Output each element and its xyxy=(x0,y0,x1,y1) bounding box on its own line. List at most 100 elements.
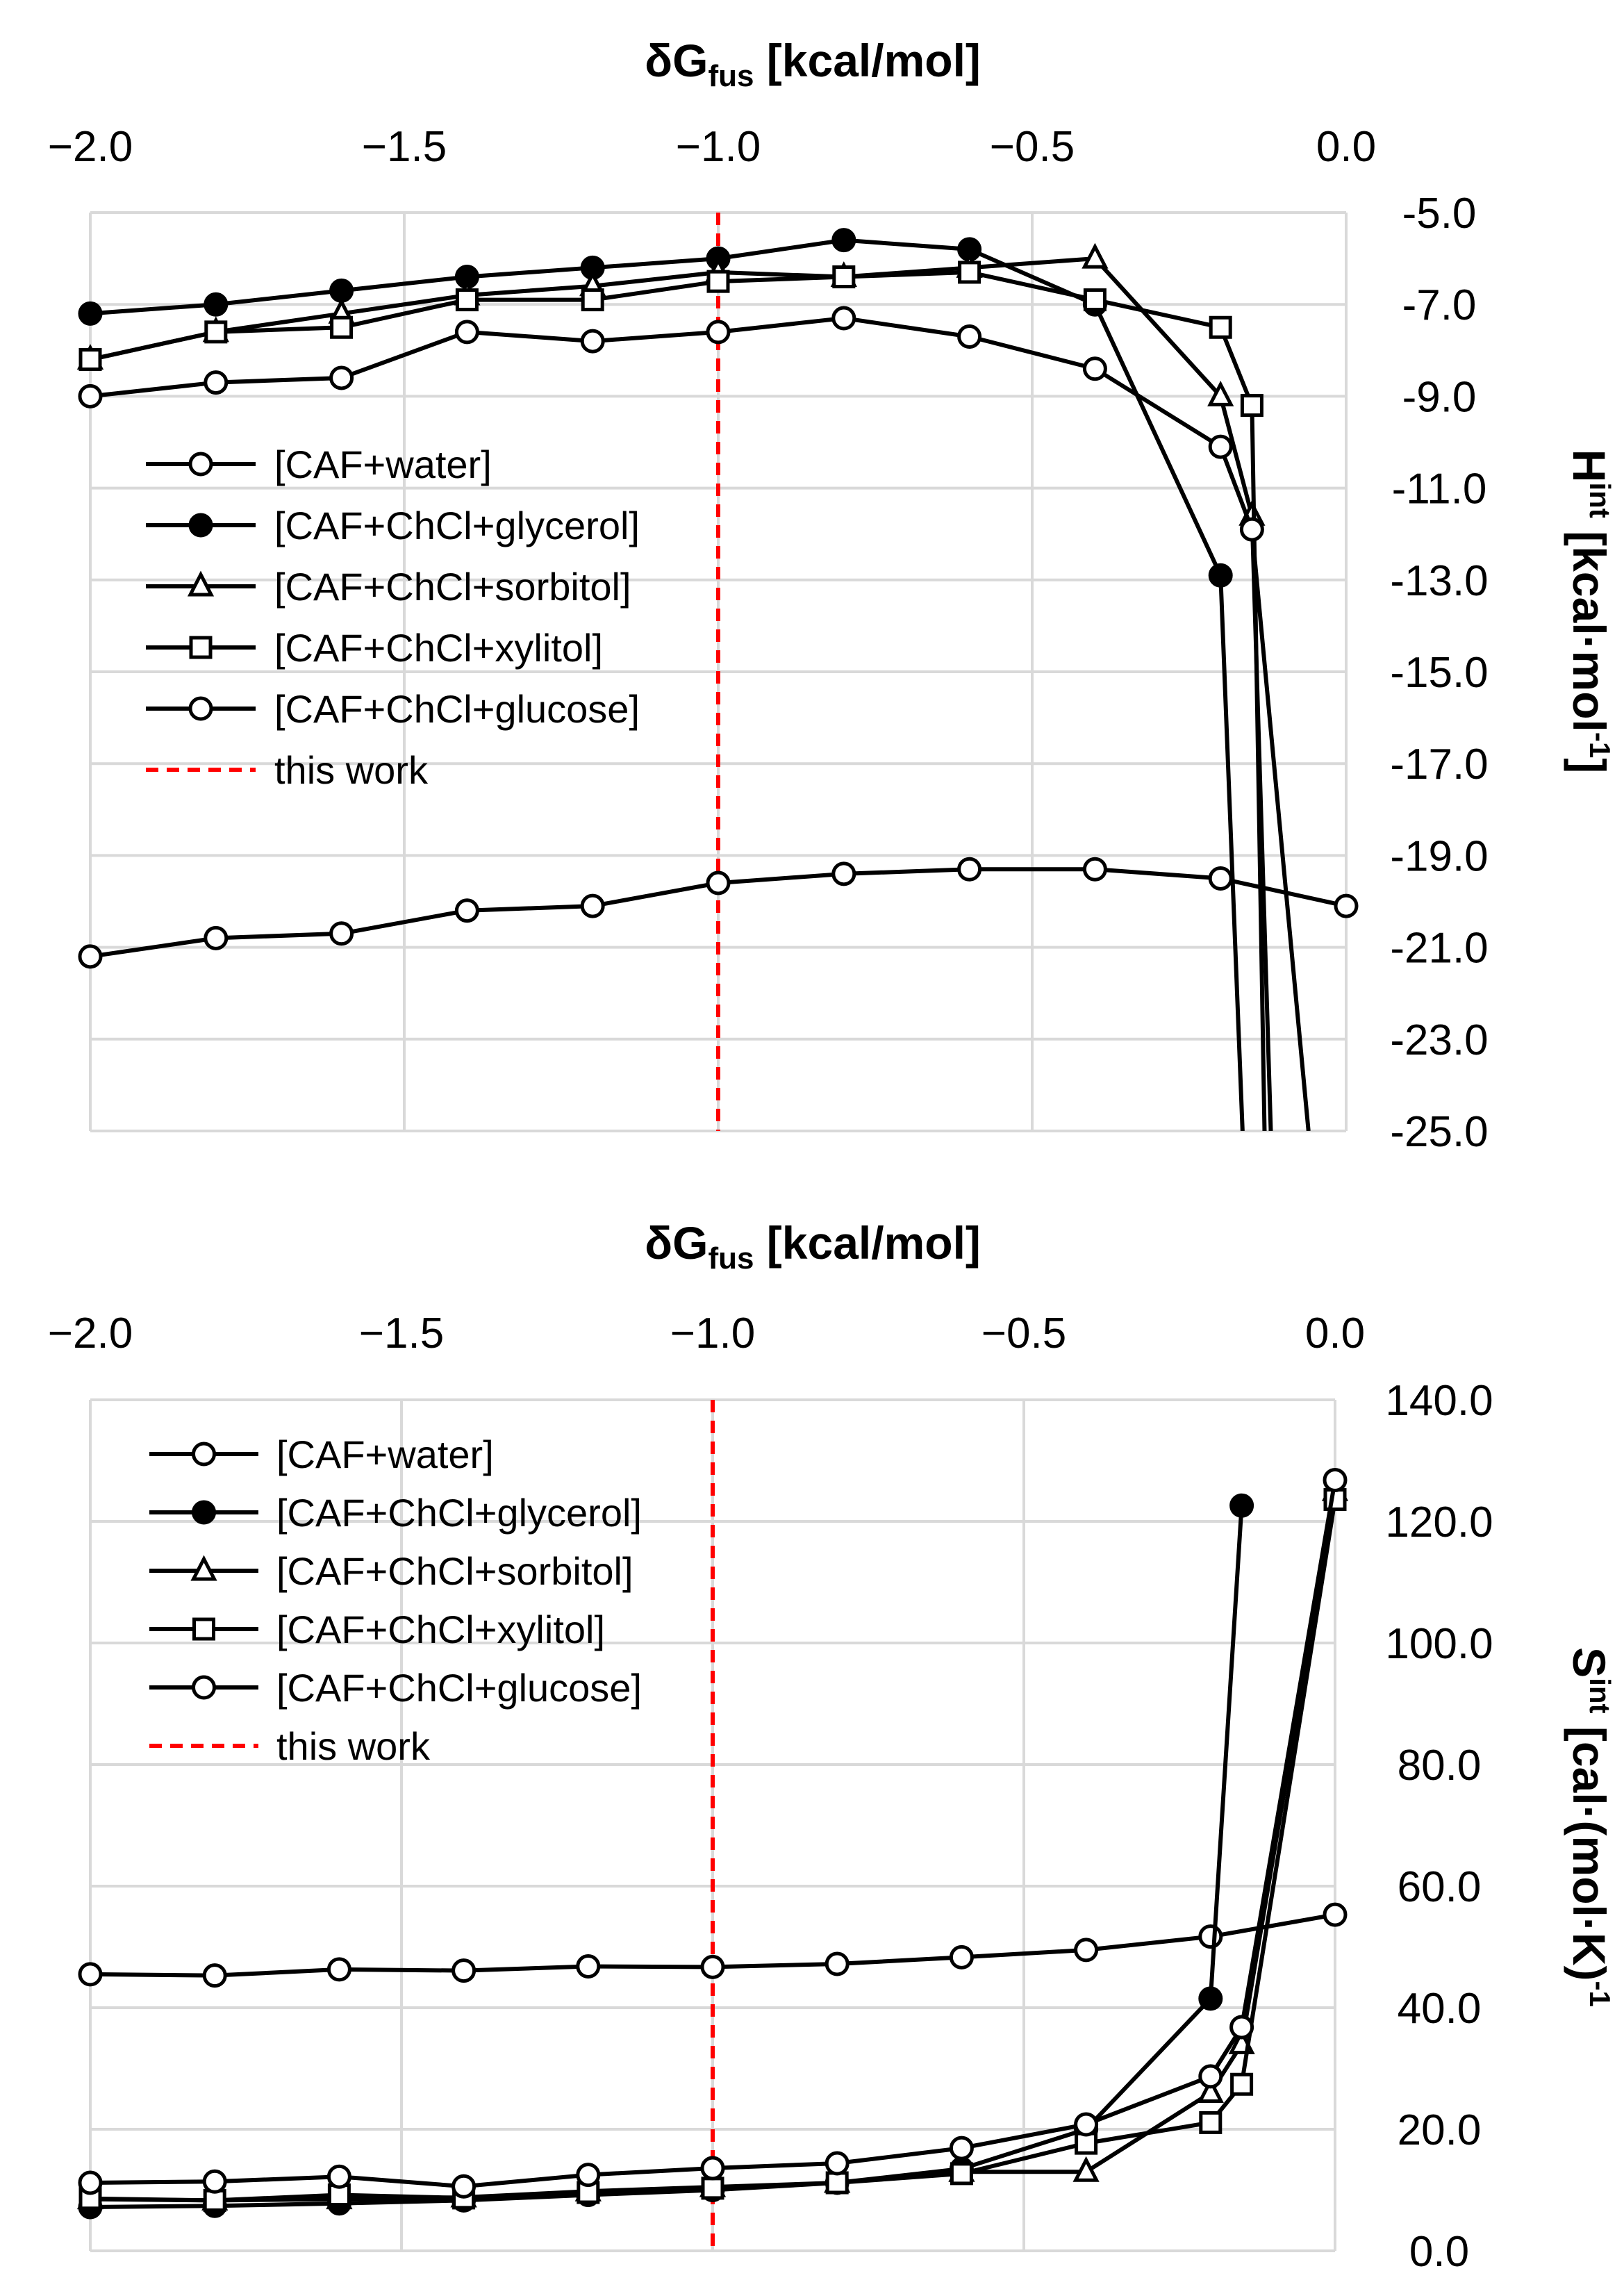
y-axis-title: Hint [kcal·mol-1] xyxy=(1564,449,1616,773)
y-axis-title-unit-sup: -1 xyxy=(1584,732,1616,758)
caf-chcl-glucose-point-4 xyxy=(580,329,605,354)
series-caf-chcl-glucose xyxy=(78,306,1311,1131)
x-axis-title-main: δG xyxy=(645,35,708,86)
x-tick-label: −1.5 xyxy=(359,1310,444,1357)
caf-chcl-xylitol-point-8 xyxy=(1083,288,1107,312)
y-axis-title-sup: int xyxy=(1584,482,1616,518)
caf-chcl-glucose-point-11 xyxy=(1323,1468,1348,1492)
caf-chcl-glucose-point-3 xyxy=(451,2174,477,2199)
caf-water-point-4 xyxy=(576,1954,601,1979)
legend-item-caf-chcl-glucose: [CAF+ChCl+glucose] xyxy=(149,1666,642,1710)
y-tick-label: -15.0 xyxy=(1390,649,1488,697)
chart-panel-2: −2.0 −1.5 −1.0 −0.5 0.0 140.0 120.0 100.0 80.0 60… xyxy=(48,1217,1616,2276)
y-tick-label: -17.0 xyxy=(1390,741,1488,788)
caf-water-point-6 xyxy=(825,1951,850,1976)
caf-chcl-glycerol-point-1 xyxy=(204,292,229,317)
y-tick-label: -9.0 xyxy=(1402,373,1477,421)
y-axis-title: Sint [cal·(mol·K)-1 xyxy=(1564,1647,1616,2007)
caf-chcl-glycerol-point-10 xyxy=(1229,1493,1254,1518)
legend-caf-chcl-sorbitol-point-legend xyxy=(190,1555,217,1581)
caf-chcl-glucose-point-2 xyxy=(326,2164,351,2189)
caf-chcl-xylitol-point-5 xyxy=(701,2177,724,2200)
caf-chcl-glycerol-point-6 xyxy=(831,228,856,253)
legend-item-caf-chcl-sorbitol: [CAF+ChCl+sorbitol] xyxy=(149,1549,633,1593)
y-axis-title-main: S xyxy=(1564,1647,1615,1678)
legend-caf-water-point-legend xyxy=(192,1442,216,1467)
caf-chcl-glucose-point-5 xyxy=(706,320,731,345)
y-tick-label: -19.0 xyxy=(1390,832,1488,880)
x-tick-label: −0.5 xyxy=(990,123,1075,171)
caf-chcl-glucose-point-1 xyxy=(202,2169,227,2194)
legend-caf-chcl-glucose-point-legend xyxy=(192,1675,216,1700)
legend-label: [CAF+ChCl+sorbitol] xyxy=(276,1549,633,1593)
x-tick-label: −1.0 xyxy=(676,123,761,171)
y-tick-label: 60.0 xyxy=(1398,1863,1482,1911)
legend-item-caf-chcl-glucose: [CAF+ChCl+glucose] xyxy=(146,687,640,731)
y-tick-label: 120.0 xyxy=(1385,1498,1493,1546)
x-axis-title-sub: fus xyxy=(708,1241,754,1275)
legend-caf-chcl-glycerol-point-legend xyxy=(192,1500,216,1525)
legend-label: [CAF+ChCl+xylitol] xyxy=(276,1608,605,1651)
legend-caf-water-point-legend xyxy=(188,452,213,477)
caf-chcl-xylitol-point-10 xyxy=(1230,2072,1254,2096)
series-line-caf-chcl-glycerol xyxy=(90,1505,1244,2209)
legend-item-caf-chcl-glycerol: [CAF+ChCl+glycerol] xyxy=(149,1491,642,1535)
caf-chcl-xylitol-point-1 xyxy=(204,320,228,344)
x-axis-title-unit: [kcal/mol] xyxy=(754,1217,980,1269)
caf-chcl-glycerol-point-9 xyxy=(1198,1986,1223,2011)
series-caf-water xyxy=(78,1902,1348,1988)
legend-caf-chcl-glucose-point-legend xyxy=(188,696,213,721)
caf-chcl-glucose-point-6 xyxy=(831,306,856,331)
caf-chcl-glucose-point-8 xyxy=(1074,2112,1099,2137)
x-axis-title: δGfus [kcal/mol] xyxy=(645,1217,981,1275)
caf-chcl-xylitol-point-9 xyxy=(1199,2111,1223,2134)
x-axis-title-unit: [kcal/mol] xyxy=(754,35,980,86)
caf-chcl-xylitol-point-6 xyxy=(832,265,856,289)
caf-water-point-3 xyxy=(451,1958,477,1983)
caf-chcl-glucose-point-6 xyxy=(825,2151,850,2176)
caf-chcl-glycerol-point-0 xyxy=(78,301,103,326)
caf-chcl-sorbitol-point-9 xyxy=(1207,380,1234,406)
caf-chcl-glucose-point-9 xyxy=(1198,2064,1223,2089)
caf-chcl-sorbitol-point-9 xyxy=(1197,2077,1224,2103)
legend-label: this work xyxy=(276,1724,431,1768)
caf-water-point-7 xyxy=(949,1944,974,1969)
legend-label: [CAF+ChCl+glucose] xyxy=(276,1666,642,1710)
y-tick-label: -23.0 xyxy=(1390,1016,1488,1064)
legend-label: [CAF+water] xyxy=(274,443,492,486)
y-tick-label: -7.0 xyxy=(1402,281,1477,329)
caf-water-point-10 xyxy=(1323,1902,1348,1927)
series-line-caf-chcl-glucose xyxy=(90,316,1311,1131)
caf-chcl-xylitol-point-3 xyxy=(455,288,479,312)
caf-chcl-glucose-point-3 xyxy=(454,320,479,345)
caf-chcl-glucose-point-10 xyxy=(1229,2015,1254,2040)
y-tick-label: 80.0 xyxy=(1398,1742,1482,1790)
caf-chcl-glucose-point-5 xyxy=(700,2156,725,2181)
series-caf-chcl-glucose xyxy=(78,1468,1348,2199)
y-axis-title-unit: [cal·(mol·K) xyxy=(1564,1714,1615,1981)
caf-water-point-10 xyxy=(1334,893,1359,918)
caf-water-point-8 xyxy=(1082,857,1107,882)
plot-area xyxy=(76,228,1359,1131)
x-tick-label: −2.0 xyxy=(48,1310,133,1357)
y-tick-label: 20.0 xyxy=(1398,2106,1482,2154)
legend-item-caf-chcl-xylitol: [CAF+ChCl+xylitol] xyxy=(149,1608,605,1651)
caf-water-point-2 xyxy=(326,1957,351,1982)
caf-water-point-8 xyxy=(1074,1938,1099,1963)
y-tick-label: -5.0 xyxy=(1402,190,1477,238)
series-line-caf-chcl-xylitol xyxy=(90,270,1267,1131)
x-tick-label: −2.0 xyxy=(48,123,133,171)
legend-item-caf-chcl-xylitol: [CAF+ChCl+xylitol] xyxy=(146,626,603,670)
x-axis-title-sub: fus xyxy=(708,59,754,93)
legend-label: [CAF+water] xyxy=(276,1432,494,1476)
y-tick-label: -25.0 xyxy=(1390,1108,1488,1156)
caf-water-point-9 xyxy=(1198,1924,1223,1949)
x-tick-label: −1.5 xyxy=(362,123,447,171)
caf-chcl-glucose-point-4 xyxy=(576,2163,601,2188)
caf-chcl-xylitol-point-11 xyxy=(1323,1488,1347,1511)
legend-label: [CAF+ChCl+sorbitol] xyxy=(274,565,631,609)
y-tick-label: 0.0 xyxy=(1409,2228,1469,2276)
legend-label: this work xyxy=(274,748,429,792)
caf-chcl-glycerol-point-9 xyxy=(1208,563,1233,588)
caf-chcl-sorbitol-point-8 xyxy=(1082,242,1109,269)
